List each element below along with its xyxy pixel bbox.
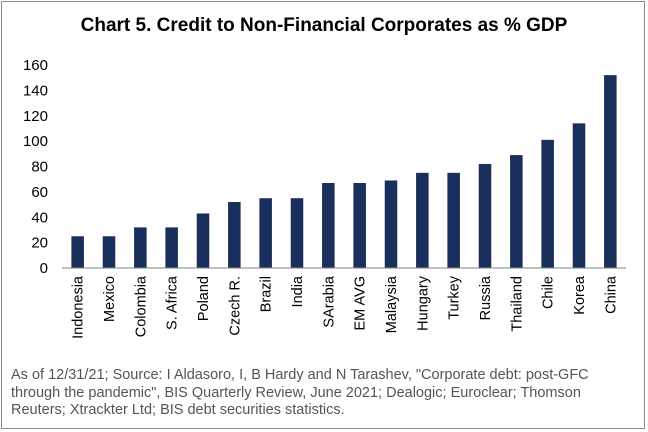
- bar: [196, 213, 210, 268]
- x-tick-label: Czech R.: [227, 276, 243, 336]
- bar: [384, 180, 398, 268]
- x-tick-label: Malaysia: [384, 275, 400, 333]
- x-tick-label: China: [603, 275, 619, 314]
- bar: [416, 172, 429, 268]
- chart-title: Chart 5. Credit to Non-Financial Corpora…: [80, 15, 568, 36]
- y-tick-label: 0: [40, 260, 48, 277]
- x-tick-label: Mexico: [102, 276, 118, 322]
- bar: [290, 198, 304, 268]
- x-tick-label: Thailand: [509, 276, 525, 332]
- x-tick-label: India: [290, 275, 306, 307]
- x-tick-label: Turkey: [447, 275, 463, 320]
- bar: [259, 198, 272, 268]
- y-tick-label: 100: [23, 133, 48, 150]
- x-tick-label: Indonesia: [71, 275, 87, 339]
- x-tick-label: Poland: [196, 276, 212, 321]
- y-tick-label: 60: [31, 184, 48, 201]
- x-tick-label: Brazil: [259, 276, 275, 312]
- bar: [510, 155, 523, 268]
- y-tick-label: 140: [23, 82, 48, 99]
- x-tick-label: SArabia: [321, 275, 337, 328]
- y-tick-label: 80: [31, 159, 48, 176]
- x-tick-label: Hungary: [415, 275, 431, 331]
- y-tick-label: 40: [31, 209, 48, 226]
- y-tick-label: 160: [23, 57, 48, 74]
- x-tick-label: Colombia: [133, 275, 149, 337]
- x-tick-label: EM AVG: [353, 276, 369, 331]
- x-tick-label: Korea: [572, 275, 588, 315]
- bar: [102, 236, 116, 268]
- bar: [447, 172, 460, 268]
- bar: [228, 202, 241, 268]
- y-tick-label: 120: [23, 108, 48, 125]
- source-note: As of 12/31/21; Source: I Aldasoro, I, B…: [11, 367, 589, 418]
- y-tick-label: 20: [31, 235, 48, 252]
- bar: [353, 182, 366, 268]
- bar: [134, 227, 147, 268]
- bar: [165, 227, 178, 268]
- x-tick-label: S. Africa: [165, 275, 181, 330]
- x-tick-label: Russia: [478, 275, 494, 320]
- bar: [71, 236, 84, 268]
- bar: [541, 139, 554, 268]
- bar: [572, 123, 586, 268]
- x-tick-label: Chile: [541, 276, 557, 309]
- bar: [478, 163, 492, 268]
- bar: [322, 182, 335, 268]
- bar: [604, 75, 617, 269]
